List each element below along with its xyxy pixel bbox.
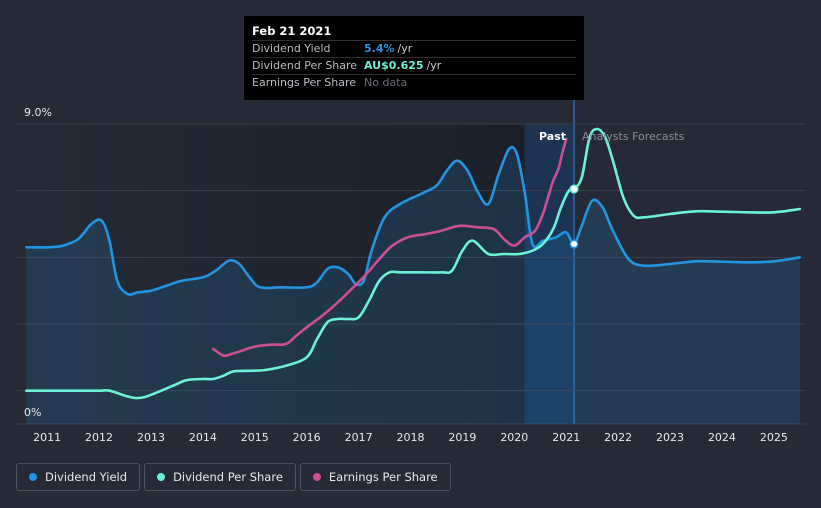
dividend-yield-marker — [569, 239, 579, 249]
x-tick-label: 2022 — [604, 431, 632, 444]
y-axis-min-label: 0% — [24, 406, 41, 419]
legend-dot-icon — [29, 473, 37, 481]
tooltip-row-dividend-yield: Dividend Yield 5.4% /yr — [252, 40, 576, 57]
legend-label: Dividend Yield — [45, 470, 128, 484]
x-tick-label: 2024 — [708, 431, 736, 444]
earnings-per-share-line — [212, 137, 568, 358]
tooltip-row-dividend-per-share: Dividend Per Share AU$0.625 /yr — [252, 57, 576, 74]
legend-dot-icon — [312, 473, 321, 481]
tooltip-unit: /yr — [426, 59, 442, 72]
dividend-per-share-line — [25, 127, 802, 400]
x-tick-label: 2016 — [293, 431, 321, 444]
y-axis-max-label: 9.0% — [24, 106, 52, 119]
data-tooltip: Feb 21 2021 Dividend Yield 5.4% /yr Divi… — [244, 16, 584, 100]
tooltip-value: AU$0.625 — [364, 59, 424, 72]
legend-label: Earnings Per Share — [328, 470, 438, 484]
tooltip-row-earnings-per-share: Earnings Per Share No data — [252, 74, 576, 91]
legend-item-dividend-yield[interactable]: Dividend Yield — [16, 463, 141, 491]
x-tick-label: 2013 — [137, 431, 165, 444]
x-tick-label: 2023 — [656, 431, 684, 444]
x-tick-label: 2019 — [448, 431, 476, 444]
x-tick-label: 2017 — [345, 431, 373, 444]
x-tick-label: 2015 — [241, 431, 269, 444]
x-tick-label: 2021 — [552, 431, 580, 444]
hover-highlight-band — [524, 124, 575, 424]
x-tick-label: 2020 — [500, 431, 528, 444]
tooltip-value: 5.4% — [364, 42, 395, 55]
x-tick-label: 2025 — [760, 431, 788, 444]
dividend-yield-line — [25, 145, 802, 296]
legend-label: Dividend Per Share — [173, 470, 283, 484]
tooltip-date: Feb 21 2021 — [252, 24, 332, 38]
dividend-per-share-marker — [569, 184, 579, 194]
legend-item-dividend-per-share[interactable]: Dividend Per Share — [144, 463, 296, 491]
x-tick-label: 2011 — [33, 431, 61, 444]
tooltip-label: Dividend Yield — [252, 42, 331, 55]
legend-dot-icon — [157, 473, 166, 481]
tooltip-label: Dividend Per Share — [252, 59, 358, 72]
forecast-label: Analysts Forecasts — [582, 130, 685, 143]
tooltip-unit: /yr — [397, 42, 413, 55]
tooltip-value: No data — [364, 76, 408, 89]
legend-item-earnings-per-share[interactable]: Earnings Per Share — [299, 463, 451, 491]
chart-legend: Dividend Yield Dividend Per Share Earnin… — [16, 463, 451, 491]
past-label: Past — [539, 130, 566, 143]
x-tick-label: 2012 — [85, 431, 113, 444]
past-region-shade — [16, 124, 575, 424]
tooltip-label: Earnings Per Share — [252, 76, 357, 89]
x-tick-label: 2018 — [397, 431, 425, 444]
x-tick-label: 2014 — [189, 431, 217, 444]
